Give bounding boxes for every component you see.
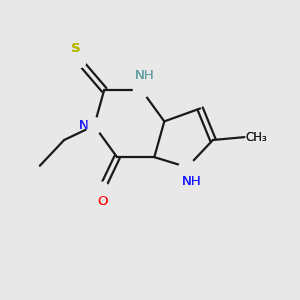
Circle shape bbox=[70, 52, 86, 68]
Text: N: N bbox=[79, 118, 88, 132]
Text: N: N bbox=[79, 118, 88, 132]
Text: CH₃: CH₃ bbox=[246, 130, 268, 144]
Text: O: O bbox=[98, 195, 108, 208]
Circle shape bbox=[93, 182, 110, 198]
Text: O: O bbox=[98, 195, 108, 208]
Text: NH: NH bbox=[134, 69, 154, 82]
Text: CH₃: CH₃ bbox=[246, 130, 268, 144]
Circle shape bbox=[134, 82, 149, 98]
Text: NH: NH bbox=[182, 175, 201, 188]
Text: NH: NH bbox=[182, 175, 201, 188]
Text: S: S bbox=[71, 42, 80, 55]
Text: NH: NH bbox=[134, 69, 154, 82]
Circle shape bbox=[179, 159, 195, 175]
Circle shape bbox=[86, 118, 102, 134]
Text: S: S bbox=[71, 42, 80, 55]
